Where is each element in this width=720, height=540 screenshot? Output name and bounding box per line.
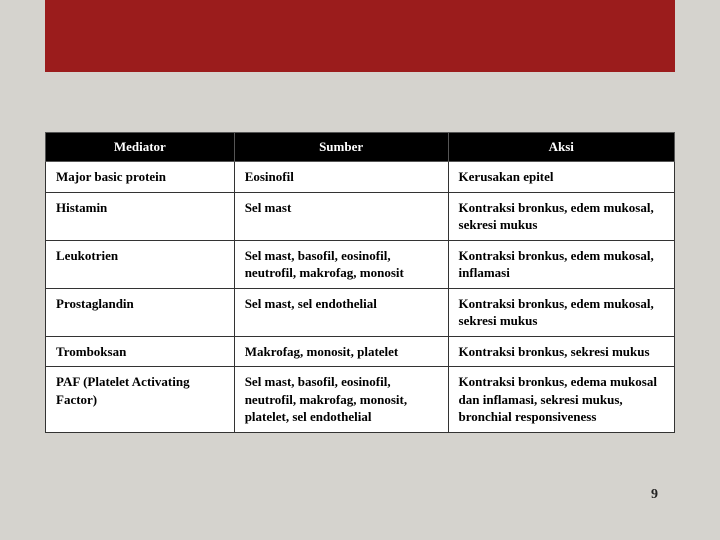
table-row: PAF (Platelet Activating Factor) Sel mas… [46, 367, 675, 433]
cell-sumber: Sel mast, sel endothelial [234, 288, 448, 336]
col-header-aksi: Aksi [448, 133, 674, 162]
table-row: Tromboksan Makrofag, monosit, platelet K… [46, 336, 675, 367]
cell-mediator: Histamin [46, 192, 235, 240]
mediator-table: Mediator Sumber Aksi Major basic protein… [45, 132, 675, 433]
mediator-table-wrap: Mediator Sumber Aksi Major basic protein… [45, 132, 675, 433]
table-row: Leukotrien Sel mast, basofil, eosinofil,… [46, 240, 675, 288]
col-header-mediator: Mediator [46, 133, 235, 162]
cell-mediator: Leukotrien [46, 240, 235, 288]
col-header-sumber: Sumber [234, 133, 448, 162]
cell-aksi: Kontraksi bronkus, edem mukosal, inflama… [448, 240, 674, 288]
page-number: 9 [651, 487, 658, 503]
cell-sumber: Sel mast, basofil, eosinofil, neutrofil,… [234, 367, 448, 433]
cell-mediator: Tromboksan [46, 336, 235, 367]
cell-aksi: Kerusakan epitel [448, 162, 674, 193]
cell-aksi: Kontraksi bronkus, edem mukosal, sekresi… [448, 288, 674, 336]
cell-sumber: Sel mast [234, 192, 448, 240]
cell-sumber: Makrofag, monosit, platelet [234, 336, 448, 367]
table-row: Major basic protein Eosinofil Kerusakan … [46, 162, 675, 193]
cell-aksi: Kontraksi bronkus, sekresi mukus [448, 336, 674, 367]
cell-mediator: Prostaglandin [46, 288, 235, 336]
table-row: Histamin Sel mast Kontraksi bronkus, ede… [46, 192, 675, 240]
cell-sumber: Eosinofil [234, 162, 448, 193]
cell-mediator: Major basic protein [46, 162, 235, 193]
cell-aksi: Kontraksi bronkus, edema mukosal dan inf… [448, 367, 674, 433]
table-header-row: Mediator Sumber Aksi [46, 133, 675, 162]
header-bar [45, 0, 675, 72]
cell-mediator: PAF (Platelet Activating Factor) [46, 367, 235, 433]
table-row: Prostaglandin Sel mast, sel endothelial … [46, 288, 675, 336]
cell-sumber: Sel mast, basofil, eosinofil, neutrofil,… [234, 240, 448, 288]
cell-aksi: Kontraksi bronkus, edem mukosal, sekresi… [448, 192, 674, 240]
